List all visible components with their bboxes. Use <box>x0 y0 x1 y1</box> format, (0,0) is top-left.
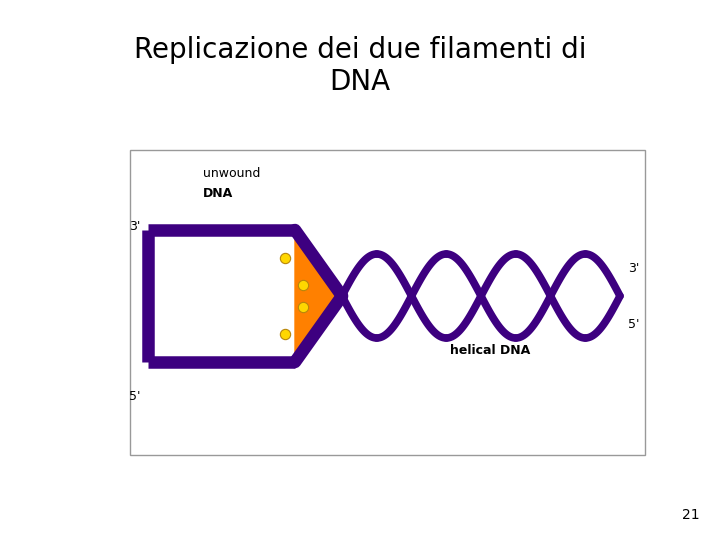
Text: DNA: DNA <box>330 68 390 96</box>
Text: unwound: unwound <box>203 167 261 180</box>
Point <box>279 330 291 339</box>
Point <box>297 303 309 312</box>
Text: 5': 5' <box>128 390 140 403</box>
Point <box>279 254 291 262</box>
Text: 21: 21 <box>683 508 700 522</box>
Text: helical DNA: helical DNA <box>450 345 530 357</box>
Text: DNA: DNA <box>203 187 233 200</box>
Text: 3': 3' <box>129 219 140 233</box>
Text: Replicazione dei due filamenti di: Replicazione dei due filamenti di <box>134 36 586 64</box>
Point <box>297 281 309 289</box>
Text: 5': 5' <box>628 318 639 330</box>
Bar <box>130 150 645 455</box>
Polygon shape <box>295 235 344 357</box>
Text: 3': 3' <box>628 261 639 274</box>
